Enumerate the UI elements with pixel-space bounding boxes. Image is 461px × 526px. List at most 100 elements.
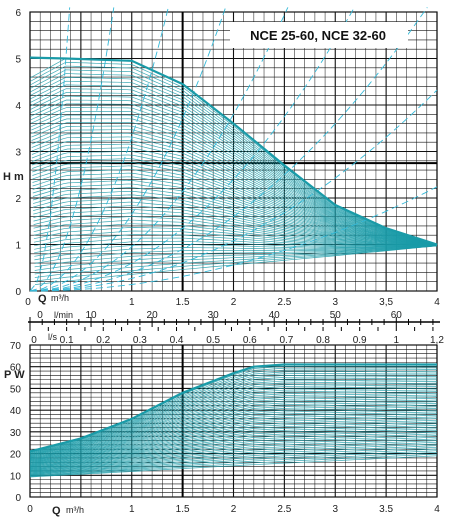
power-curve-variant bbox=[29, 418, 438, 467]
head-curve-variant bbox=[33, 219, 437, 246]
y-tick-label: 5 bbox=[15, 55, 21, 66]
y-tick-label: 2 bbox=[15, 194, 21, 205]
system-curve bbox=[29, 7, 289, 292]
x-tick-label: 1 bbox=[129, 297, 135, 308]
power-curve-variant bbox=[29, 372, 437, 455]
x-tick-label: 3.5 bbox=[379, 504, 393, 515]
head-curve-variant bbox=[33, 209, 438, 246]
ls-unit-label: l/s bbox=[48, 332, 58, 342]
system-curves bbox=[29, 7, 438, 292]
power-curve-variant bbox=[29, 377, 437, 456]
x-tick-label: 2 bbox=[231, 504, 237, 515]
power-curve-variant bbox=[29, 392, 438, 460]
ls-tick-label: 0.8 bbox=[316, 335, 330, 346]
system-curve bbox=[29, 7, 355, 292]
x-tick-label: 4 bbox=[434, 504, 440, 515]
max-head-curve bbox=[29, 56, 438, 246]
head-curve-variant bbox=[32, 176, 438, 246]
x-tick-label: 0 bbox=[25, 297, 31, 308]
system-curve bbox=[29, 7, 71, 292]
ls-tick-label: 1 bbox=[394, 335, 400, 346]
ls-tick-label: 1,2 bbox=[430, 335, 444, 346]
power-curve-variant bbox=[29, 397, 438, 462]
head-curve-variant bbox=[30, 103, 438, 246]
head-curve-variant bbox=[34, 245, 438, 282]
y-tick-label: 0 bbox=[15, 287, 21, 298]
head-curve-variant bbox=[32, 183, 438, 246]
head-curve-variant bbox=[31, 129, 438, 246]
power-curve-variant bbox=[29, 423, 438, 469]
power-curve-variant bbox=[29, 431, 438, 471]
power-curve-variant bbox=[29, 435, 438, 472]
y-tick-label: 20 bbox=[10, 450, 22, 461]
y-tick-label: 3 bbox=[15, 148, 21, 159]
lmin-tick-label: 60 bbox=[391, 310, 403, 321]
head-curve-variant bbox=[34, 240, 438, 254]
power-curve-variant bbox=[29, 445, 438, 475]
head-curve-variant bbox=[34, 245, 438, 275]
power-curve-variant bbox=[29, 389, 438, 459]
power-curve-variant bbox=[29, 436, 438, 473]
power-curve-variant bbox=[29, 448, 438, 476]
y-tick-label: 50 bbox=[10, 384, 22, 395]
x-tick-label: 3,5 bbox=[379, 297, 393, 308]
y-tick-label: 1 bbox=[15, 241, 21, 252]
head-curve-variant bbox=[30, 95, 438, 246]
system-curve bbox=[29, 7, 115, 292]
ls-tick-label: 0.2 bbox=[96, 335, 110, 346]
head-curve-variant bbox=[30, 77, 438, 245]
head-curve-variant bbox=[31, 118, 438, 246]
head-curve-variant bbox=[34, 245, 438, 268]
lmin-unit-label: l/min bbox=[54, 310, 73, 320]
head-curve-variant bbox=[34, 245, 438, 278]
chart-title: NCE 25-60, NCE 32-60 bbox=[250, 28, 386, 43]
head-curve-variant bbox=[30, 107, 438, 246]
head-curve-variant bbox=[31, 143, 438, 246]
head-curve-variant bbox=[30, 92, 438, 246]
head-curve-variant bbox=[30, 69, 438, 245]
power-curve-variant bbox=[29, 391, 438, 460]
head-curve-variant bbox=[32, 165, 438, 246]
ls-tick-label: 0.3 bbox=[133, 335, 147, 346]
power-curve-variant bbox=[29, 426, 438, 470]
x-tick-label: 2.5 bbox=[277, 504, 291, 515]
power-curve-variant bbox=[29, 403, 438, 463]
head-curve-variant bbox=[33, 227, 437, 247]
head-curve-variant bbox=[33, 212, 438, 246]
head-curve-variant bbox=[31, 110, 438, 246]
lmin-tick-label: 0 bbox=[37, 310, 43, 321]
system-curve bbox=[30, 186, 438, 292]
lmin-tick-label: 20 bbox=[147, 310, 159, 321]
x-tick-label: 1.5 bbox=[176, 504, 190, 515]
power-curve-variant bbox=[29, 414, 438, 466]
head-curve-variant bbox=[33, 194, 438, 246]
head-curve-variant bbox=[32, 172, 438, 246]
head-curve-variant bbox=[33, 230, 438, 247]
power-curve-variant bbox=[29, 421, 438, 468]
head-curve-variant bbox=[32, 187, 438, 246]
power-curve-variant bbox=[29, 381, 438, 457]
lmin-tick-label: 50 bbox=[330, 310, 342, 321]
power-curve-variant bbox=[29, 374, 437, 455]
head-curve-variant bbox=[32, 158, 438, 246]
x-tick-label: 1.5 bbox=[176, 297, 190, 308]
head-curve-variant bbox=[33, 216, 438, 246]
y-tick-label: 30 bbox=[10, 428, 22, 439]
power-curve-variant bbox=[29, 384, 438, 458]
x-tick-label: 2.5 bbox=[277, 297, 291, 308]
max-power-curve bbox=[29, 363, 437, 453]
power-curve-variant bbox=[29, 428, 438, 470]
x-tick-label: 0 bbox=[27, 504, 33, 515]
ls-tick-label: 0 bbox=[31, 335, 37, 346]
head-curve-variant bbox=[32, 190, 438, 246]
head-curve-variant bbox=[32, 154, 438, 246]
power-curve-variant bbox=[29, 406, 438, 464]
power-curve-variant bbox=[29, 413, 438, 466]
power-curve-variant bbox=[29, 452, 438, 477]
ls-tick-label: 0.1 bbox=[60, 335, 74, 346]
head-curve-variant bbox=[34, 245, 438, 264]
lmin-tick-label: 10 bbox=[85, 310, 97, 321]
head-curve-variant bbox=[34, 245, 438, 271]
power-curve-variant bbox=[29, 382, 438, 457]
head-curve-variant bbox=[31, 147, 438, 246]
